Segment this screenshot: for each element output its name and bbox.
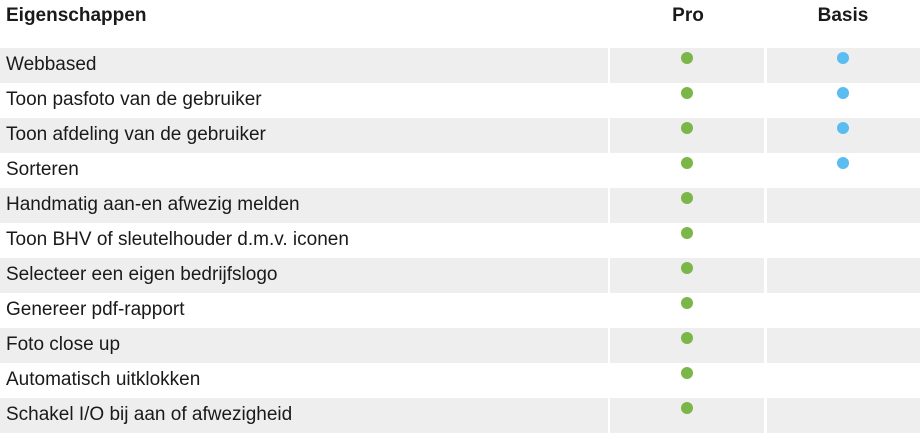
- basis-cell: [767, 118, 920, 153]
- pro-cell: [610, 258, 764, 293]
- basis-cell: [767, 153, 920, 188]
- table-row: Sorteren: [0, 153, 920, 188]
- table-row: Schakel I/O bij aan of afwezigheid: [0, 398, 920, 433]
- pro-cell: [610, 48, 764, 83]
- basis-available-icon: [837, 157, 849, 169]
- pro-cell: [610, 188, 764, 223]
- feature-label: Sorteren: [6, 159, 79, 180]
- table-body: Webbased Toon pasfoto van de gebruiker Too…: [0, 48, 920, 433]
- basis-available-icon: [837, 122, 849, 134]
- pro-cell: [610, 83, 764, 118]
- pro-available-icon: [681, 192, 693, 204]
- pro-cell: [610, 293, 764, 328]
- pro-available-icon: [681, 52, 693, 64]
- table-row: Foto close up: [0, 328, 920, 363]
- feature-label: Toon pasfoto van de gebruiker: [6, 89, 262, 110]
- pro-cell: [610, 153, 764, 188]
- basis-cell: [767, 398, 920, 433]
- header-basis: Basis: [817, 5, 869, 26]
- table-row: Toon pasfoto van de gebruiker: [0, 83, 920, 118]
- feature-label: Handmatig aan-en afwezig melden: [0, 188, 608, 223]
- header-pro: Pro: [672, 5, 704, 26]
- table-row: Automatisch uitklokken: [0, 363, 920, 398]
- table-row: Selecteer een eigen bedrijfslogo: [0, 258, 920, 293]
- pro-available-icon: [681, 87, 693, 99]
- pro-cell: [610, 398, 764, 433]
- pro-available-icon: [681, 122, 693, 134]
- pro-cell: [610, 363, 764, 398]
- comparison-table: Eigenschappen Pro Basis Webbased Toon pas…: [0, 0, 920, 433]
- pro-available-icon: [681, 332, 693, 344]
- pro-available-icon: [681, 227, 693, 239]
- feature-label: Foto close up: [0, 328, 608, 363]
- feature-label: Webbased: [0, 48, 608, 83]
- pro-cell: [610, 223, 764, 258]
- basis-cell: [767, 223, 920, 258]
- basis-cell: [767, 328, 920, 363]
- basis-cell: [767, 188, 920, 223]
- pro-available-icon: [681, 262, 693, 274]
- pro-available-icon: [681, 402, 693, 414]
- basis-cell: [767, 293, 920, 328]
- basis-available-icon: [837, 87, 849, 99]
- table-row: Toon BHV of sleutelhouder d.m.v. iconen: [0, 223, 920, 258]
- header-feature: Eigenschappen: [6, 5, 147, 26]
- pro-available-icon: [681, 297, 693, 309]
- feature-label: Automatisch uitklokken: [6, 369, 201, 390]
- basis-available-icon: [837, 52, 849, 64]
- table-row: Toon afdeling van de gebruiker: [0, 118, 920, 153]
- basis-cell: [767, 48, 920, 83]
- pro-available-icon: [681, 157, 693, 169]
- header-spacer: [0, 34, 920, 48]
- feature-label: Selecteer een eigen bedrijfslogo: [0, 258, 608, 293]
- feature-label: Genereer pdf-rapport: [6, 299, 185, 320]
- feature-label: Toon BHV of sleutelhouder d.m.v. iconen: [6, 229, 349, 250]
- pro-available-icon: [681, 367, 693, 379]
- feature-label: Schakel I/O bij aan of afwezigheid: [0, 398, 608, 433]
- table-row: Handmatig aan-en afwezig melden: [0, 188, 920, 223]
- pro-cell: [610, 328, 764, 363]
- basis-cell: [767, 258, 920, 293]
- table-row: Genereer pdf-rapport: [0, 293, 920, 328]
- pro-cell: [610, 118, 764, 153]
- table-header: Eigenschappen Pro Basis: [0, 0, 920, 34]
- basis-cell: [767, 363, 920, 398]
- table-row: Webbased: [0, 48, 920, 83]
- feature-label: Toon afdeling van de gebruiker: [0, 118, 608, 153]
- basis-cell: [767, 83, 920, 118]
